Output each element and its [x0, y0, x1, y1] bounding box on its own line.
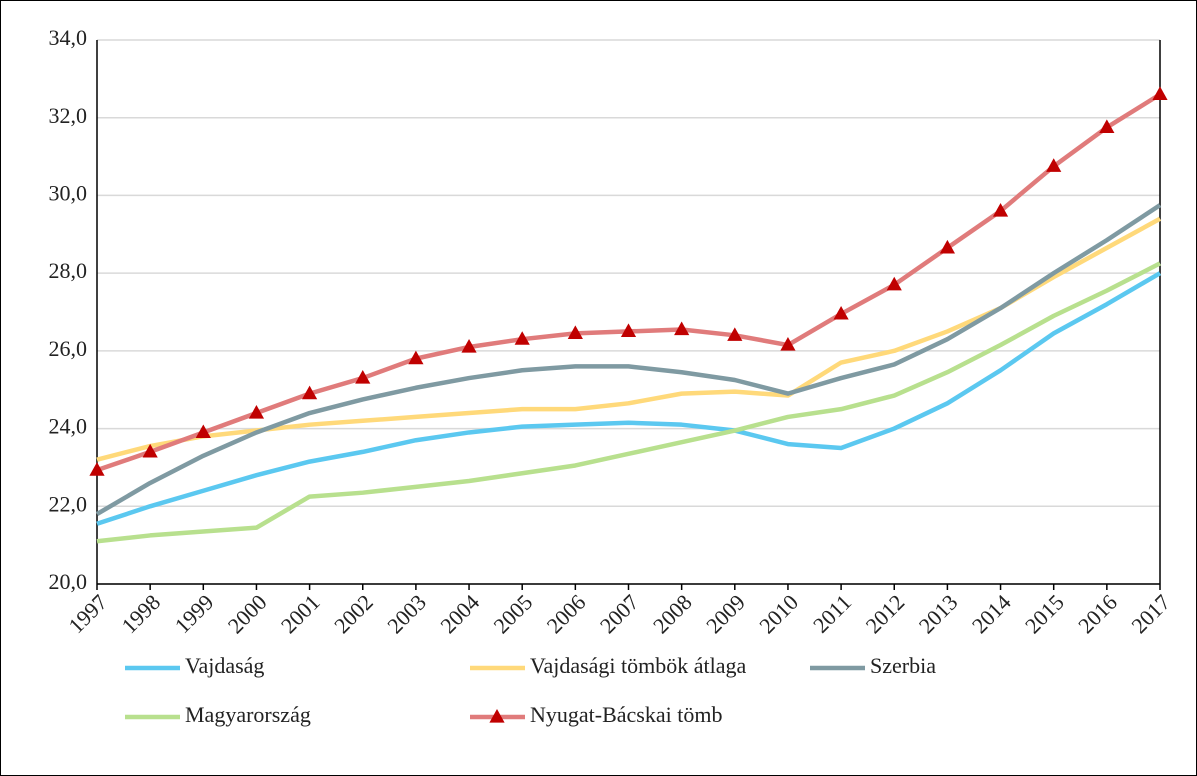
- legend-label: Szerbia: [870, 653, 936, 678]
- y-tick-label: 30,0: [49, 180, 88, 205]
- series-marker: [567, 325, 583, 339]
- series-line: [96, 271, 1162, 526]
- series-marker: [1046, 158, 1062, 172]
- series-marker: [514, 331, 530, 345]
- y-tick-label: 20,0: [49, 569, 88, 594]
- y-tick-label: 22,0: [49, 491, 88, 516]
- series-marker: [674, 321, 690, 336]
- legend-marker: [489, 709, 505, 723]
- y-tick-label: 26,0: [49, 336, 88, 361]
- series-marker: [939, 239, 955, 254]
- series-line: [95, 203, 1162, 516]
- legend-label: Magyarország: [185, 702, 311, 727]
- series-marker: [408, 350, 424, 365]
- legend-label: Nyugat-Bácskai tömb: [530, 702, 722, 727]
- legend-label: Vajdaság: [185, 653, 264, 678]
- series-marker: [620, 323, 637, 338]
- series-marker: [1099, 119, 1115, 134]
- series-marker: [992, 202, 1009, 217]
- series-marker: [461, 338, 477, 353]
- series-marker: [727, 327, 743, 341]
- y-tick-label: 34,0: [49, 25, 88, 50]
- series-marker: [886, 276, 902, 291]
- y-tick-label: 28,0: [49, 258, 88, 283]
- y-tick-label: 32,0: [49, 103, 88, 128]
- series-marker: [248, 405, 265, 419]
- y-tick-label: 24,0: [49, 414, 88, 439]
- series-marker: [833, 305, 849, 320]
- series-marker: [142, 443, 158, 458]
- series-marker: [195, 424, 211, 439]
- legend-label: Vajdasági tömbök átlaga: [530, 653, 747, 678]
- series-marker: [89, 462, 105, 476]
- series-line: [96, 261, 1162, 544]
- series-marker: [1152, 86, 1168, 100]
- series-marker: [780, 337, 796, 351]
- series-marker: [355, 370, 371, 384]
- series-marker: [302, 385, 318, 400]
